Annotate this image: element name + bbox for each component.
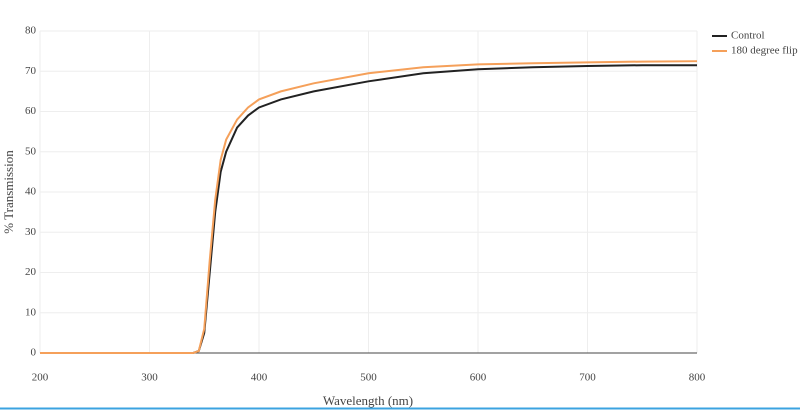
y-tick-label: 20 — [25, 266, 37, 278]
x-tick-label: 300 — [141, 372, 158, 384]
y-tick-label: 40 — [25, 186, 37, 198]
x-tick-label: 200 — [32, 372, 49, 384]
x-tick-label: 800 — [689, 372, 706, 384]
y-tick-label: 80 — [25, 25, 37, 37]
x-tick-label: 400 — [251, 372, 268, 384]
y-tick-label: 60 — [25, 105, 37, 117]
y-axis-title: % Transmission — [1, 150, 16, 234]
x-tick-label: 600 — [470, 372, 487, 384]
y-tick-label: 0 — [31, 347, 37, 359]
y-tick-label: 50 — [25, 145, 37, 157]
x-axis-title: Wavelength (nm) — [323, 393, 413, 408]
series-line — [40, 60, 698, 354]
x-tick-label: 700 — [579, 372, 596, 384]
y-tick-label: 10 — [25, 306, 37, 318]
legend-label: 180 degree flip — [731, 45, 798, 57]
y-tick-label: 70 — [25, 65, 37, 77]
y-tick-label: 30 — [25, 226, 37, 238]
legend-label: Control — [731, 30, 765, 42]
x-tick-label: 500 — [360, 372, 377, 384]
